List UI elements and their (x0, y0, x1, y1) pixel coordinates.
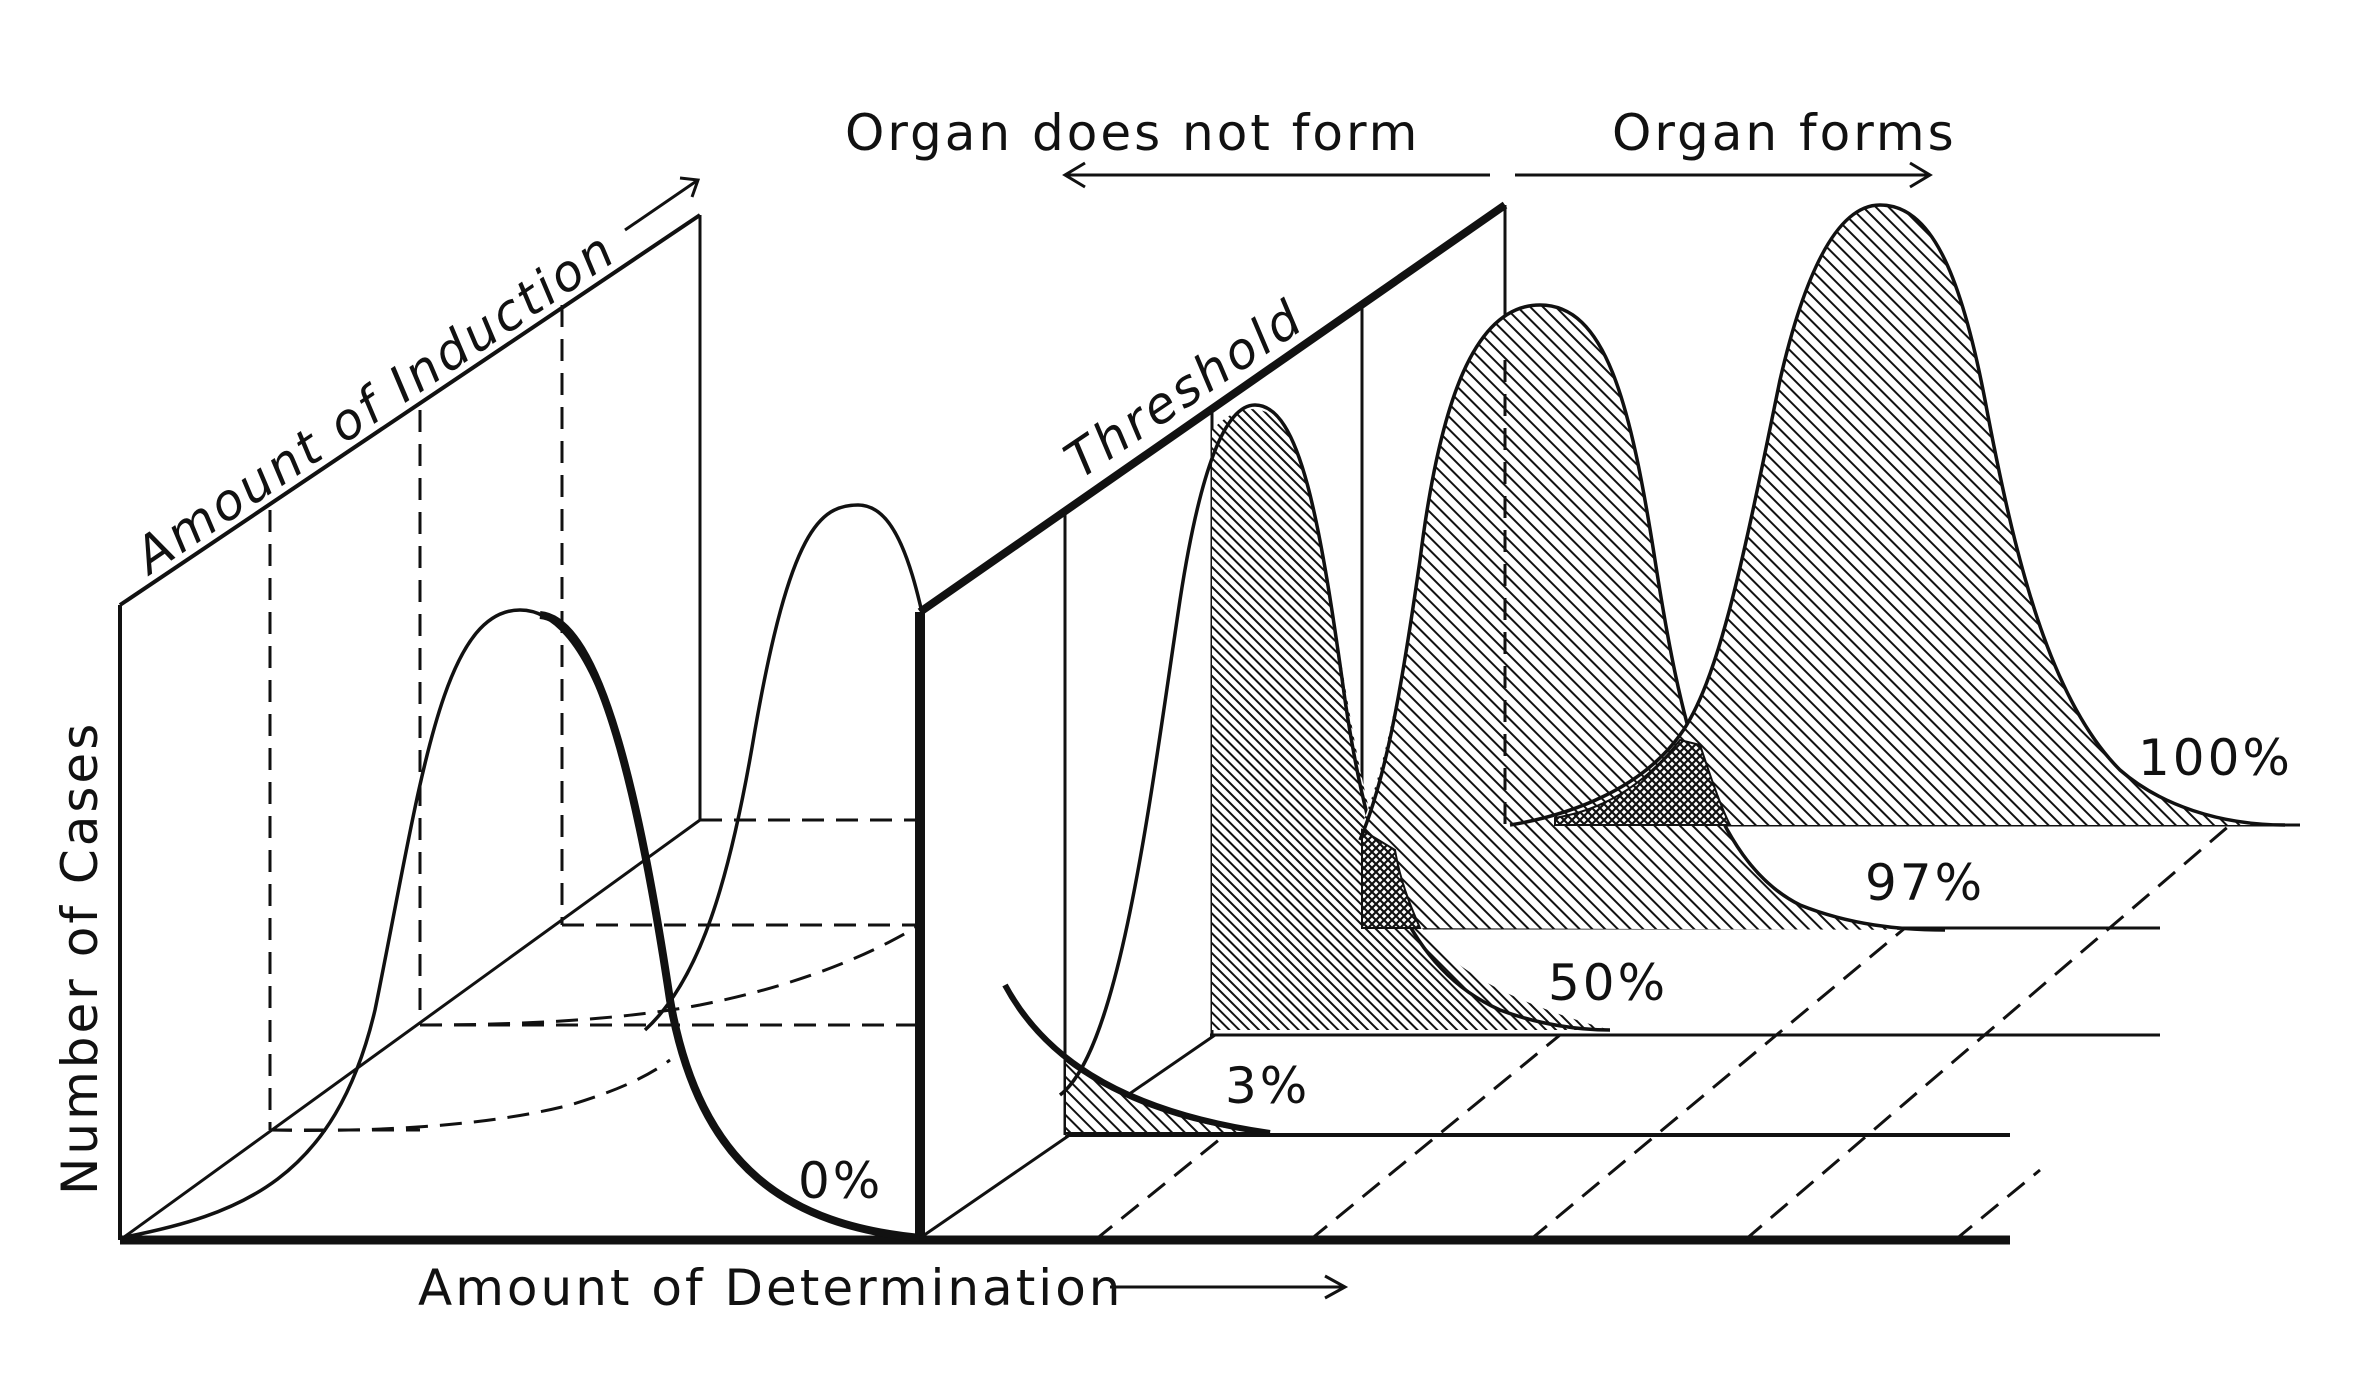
organ-does-not-form-label: Organ does not form (845, 104, 1420, 162)
organ-not-form-arrow (1062, 161, 1490, 189)
amount-of-induction-label: Amount of Induction (122, 220, 627, 587)
organ-forms-label: Organ forms (1612, 104, 1957, 162)
percent-label-100: 100% (2138, 729, 2293, 787)
curve-50-percent (1058, 403, 1611, 1097)
percent-label-0: 0% (798, 1152, 883, 1210)
curve-97-percent (1358, 303, 1946, 932)
induction-arrow (624, 176, 701, 232)
percent-label-97: 97% (1865, 854, 1985, 912)
number-of-cases-label: Number of Cases (51, 721, 109, 1195)
percent-label-3: 3% (1225, 1057, 1310, 1115)
curve-3-percent (1002, 983, 1271, 1136)
amount-of-determination-label: Amount of Determination (418, 1259, 1123, 1317)
organ-forms-arrow (1515, 161, 1933, 189)
percent-label-50: 50% (1548, 954, 1668, 1012)
curve-100-percent (1509, 203, 2286, 827)
determination-arrow (1110, 1274, 1349, 1300)
